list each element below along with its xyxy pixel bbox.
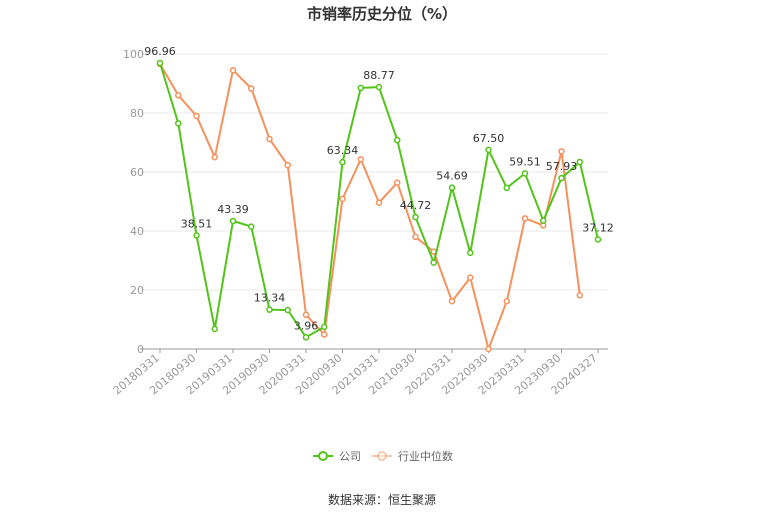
data-point: [503, 184, 510, 192]
data-point: [248, 85, 255, 92]
data-point: [540, 217, 547, 224]
data-label: 13.34: [254, 292, 286, 305]
data-point: [558, 174, 565, 182]
data-label: 63.34: [327, 144, 359, 157]
data-point: [467, 249, 474, 257]
legend-company-swatch-dot: [318, 451, 328, 461]
series-company: [156, 59, 602, 341]
data-label: 43.39: [217, 203, 249, 216]
grid-lines: [140, 53, 608, 291]
data-point: [467, 274, 474, 281]
data-label: 37.12: [582, 221, 614, 234]
legend-industry-label: 行业中位数: [398, 449, 453, 463]
data-point: [558, 148, 565, 155]
data-point: [375, 83, 383, 91]
data-point: [357, 156, 364, 163]
data-point: [576, 292, 583, 299]
legend-company-label: 公司: [339, 450, 361, 463]
data-point: [321, 323, 328, 331]
data-label: 59.51: [509, 155, 541, 168]
data-point: [412, 233, 419, 241]
data-point: [321, 331, 328, 338]
data-point: [503, 297, 510, 305]
data-point: [485, 345, 492, 353]
data-label: 57.93: [546, 160, 578, 173]
data-point: [248, 223, 255, 230]
y-tick-label: 40: [130, 225, 144, 238]
data-label: 96.96: [144, 45, 176, 58]
data-point: [229, 66, 237, 74]
data-point: [266, 135, 273, 143]
data-point: [412, 213, 419, 221]
data-point: [339, 195, 346, 203]
data-point: [156, 59, 164, 67]
data-point: [448, 297, 456, 305]
data-point: [521, 215, 529, 222]
y-tick-label: 100: [123, 48, 144, 61]
data-label: 54.69: [436, 170, 468, 183]
data-label: 88.77: [363, 69, 395, 82]
series-lines: [156, 59, 602, 353]
data-point: [594, 236, 602, 243]
data-point: [175, 92, 182, 99]
y-tick-label: 60: [130, 166, 144, 179]
data-point: [284, 306, 291, 314]
data-label: 44.72: [400, 199, 432, 212]
x-axis: 2018033120180930201903312019093020200331…: [111, 348, 608, 397]
data-point: [211, 154, 218, 161]
data-point: [193, 232, 200, 239]
data-point: [394, 179, 401, 186]
data-point: [211, 325, 218, 333]
data-point: [521, 170, 529, 177]
chart-title: 市销率历史分位（%）: [307, 5, 457, 23]
data-point: [430, 259, 437, 266]
data-point: [339, 158, 346, 166]
data-point: [576, 158, 583, 166]
data-point: [485, 146, 492, 154]
y-axis-ticks: 020406080100: [123, 48, 144, 356]
data-label: 38.51: [181, 217, 213, 230]
data-label: 67.50: [473, 132, 505, 145]
data-point: [284, 161, 291, 169]
data-point: [375, 199, 383, 206]
legend: 公司 行业中位数: [313, 449, 453, 463]
y-tick-label: 80: [130, 107, 144, 120]
y-tick-label: 20: [130, 284, 144, 297]
data-point: [448, 184, 456, 191]
data-labels: 96.96 38.51 43.39 13.34 3.96 63.34 88.77 44.72 5…: [144, 45, 614, 332]
data-point: [229, 217, 237, 225]
data-source: 数据来源：恒生聚源: [328, 492, 436, 507]
data-point: [302, 334, 310, 341]
legend-item-company[interactable]: 公司: [313, 450, 361, 463]
data-point: [302, 311, 310, 319]
data-point: [357, 84, 364, 92]
data-point: [175, 120, 182, 127]
legend-item-industry[interactable]: 行业中位数: [372, 449, 453, 463]
data-point: [266, 306, 273, 313]
data-point: [394, 136, 401, 144]
legend-industry-swatch-dot: [377, 451, 387, 461]
series-line: [159, 63, 581, 350]
data-label: 3.96: [294, 319, 319, 332]
data-point: [193, 112, 200, 120]
